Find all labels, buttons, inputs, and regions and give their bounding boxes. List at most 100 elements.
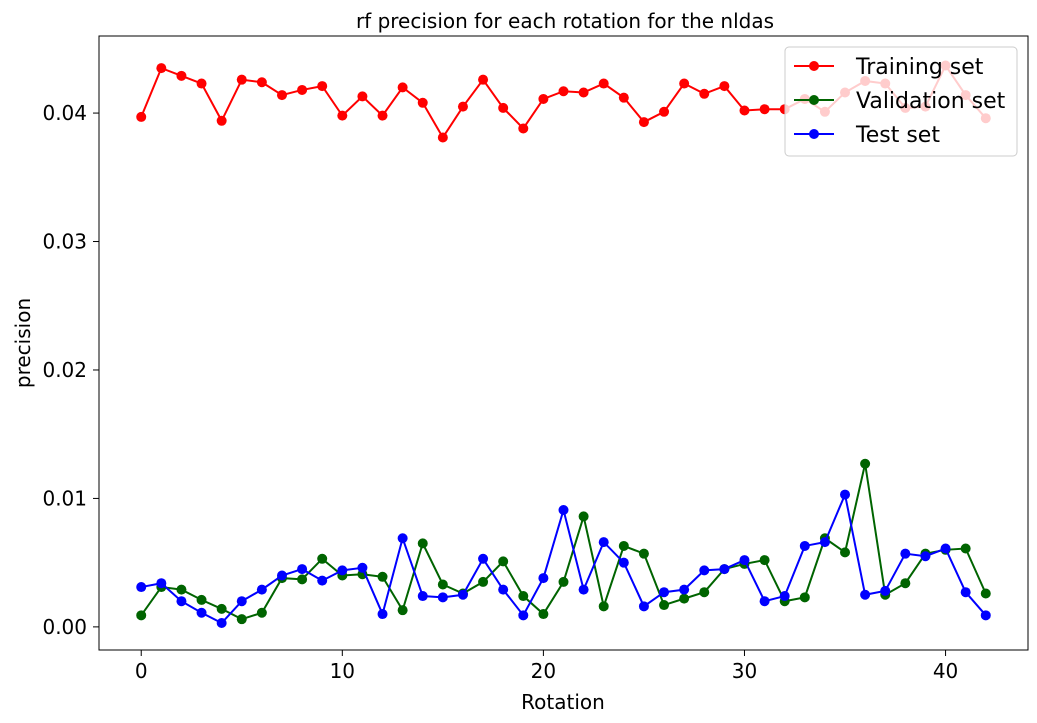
y-axis-ticks: 0.00 0.01 0.02 0.03 0.04 bbox=[42, 101, 99, 639]
test-set-point bbox=[940, 543, 951, 554]
test-set-point bbox=[860, 589, 871, 600]
x-axis-ticks: 0 10 20 30 40 bbox=[135, 650, 958, 683]
training-set-point bbox=[739, 105, 750, 116]
test-set-point bbox=[297, 564, 308, 575]
test-set-point bbox=[779, 591, 790, 602]
validation-set-point bbox=[518, 591, 529, 602]
validation-set-point bbox=[558, 576, 569, 587]
x-tick-label: 30 bbox=[732, 659, 757, 683]
test-set-point bbox=[719, 564, 730, 575]
test-set-point bbox=[216, 618, 227, 629]
y-tick-label: 0.02 bbox=[42, 358, 87, 382]
training-set-point bbox=[297, 84, 308, 95]
test-set-point bbox=[679, 584, 690, 595]
test-set-point bbox=[276, 570, 287, 581]
training-set-point bbox=[759, 104, 770, 115]
test-set-point bbox=[659, 587, 670, 598]
test-set-point bbox=[960, 587, 971, 598]
test-set-point bbox=[578, 584, 589, 595]
training-set-point bbox=[136, 111, 147, 122]
training-set-point bbox=[337, 110, 348, 121]
validation-set-point bbox=[297, 574, 308, 585]
validation-set-point bbox=[759, 555, 770, 566]
validation-set-point bbox=[598, 601, 609, 612]
validation-set-point bbox=[478, 576, 489, 587]
training-set-point bbox=[437, 132, 448, 143]
training-set-point bbox=[578, 87, 589, 98]
validation-set-point bbox=[256, 607, 267, 618]
test-set-point bbox=[840, 489, 851, 500]
training-set-point bbox=[518, 123, 529, 134]
validation-set-line bbox=[140, 463, 987, 621]
training-set-point bbox=[357, 91, 368, 102]
validation-set-point bbox=[618, 540, 629, 551]
training-set-point bbox=[538, 93, 549, 104]
training-set-point bbox=[699, 88, 710, 99]
plot-frame bbox=[98, 35, 1029, 651]
legend-box bbox=[784, 46, 1018, 157]
test-set-point bbox=[357, 562, 368, 573]
test-set-point bbox=[337, 565, 348, 576]
test-set-point bbox=[196, 607, 207, 618]
validation-set-point bbox=[417, 538, 428, 549]
test-set-point bbox=[739, 555, 750, 566]
y-tick-label: 0.04 bbox=[42, 101, 87, 125]
test-set-point bbox=[377, 609, 388, 620]
validation-set-point bbox=[679, 593, 690, 604]
validation-set-point bbox=[799, 592, 810, 603]
y-axis-label: precision bbox=[11, 298, 35, 388]
test-set-point bbox=[518, 610, 529, 621]
chart-title: rf precision for each rotation for the n… bbox=[356, 9, 774, 33]
training-set-point bbox=[719, 81, 730, 92]
x-tick-label: 10 bbox=[330, 659, 355, 683]
test-set-point bbox=[176, 596, 187, 607]
test-set-point bbox=[880, 585, 891, 596]
legend-marker-validation-set bbox=[809, 95, 819, 105]
training-set-point bbox=[377, 110, 388, 121]
test-set-point bbox=[317, 575, 328, 586]
y-tick-label: 0.01 bbox=[42, 486, 87, 510]
validation-set-point bbox=[578, 511, 589, 522]
test-set-point bbox=[256, 584, 267, 595]
legend-label-validation-set: Validation set bbox=[856, 89, 1006, 114]
validation-set-point bbox=[437, 579, 448, 590]
test-set-point bbox=[457, 589, 468, 600]
test-set-point bbox=[920, 551, 931, 562]
test-set-point bbox=[136, 582, 147, 593]
test-set-point bbox=[900, 548, 911, 559]
x-axis-label: Rotation bbox=[521, 690, 605, 714]
test-set-point bbox=[799, 540, 810, 551]
training-set-point bbox=[498, 102, 509, 113]
validation-set-point bbox=[377, 571, 388, 582]
training-set-point bbox=[618, 92, 629, 103]
test-set-point bbox=[638, 601, 649, 612]
test-set-point bbox=[498, 584, 509, 595]
validation-set-point bbox=[638, 548, 649, 559]
validation-set-point bbox=[960, 543, 971, 554]
test-set-point bbox=[558, 504, 569, 515]
test-set-point bbox=[417, 591, 428, 602]
training-set-point bbox=[256, 77, 267, 88]
test-set-point bbox=[759, 596, 770, 607]
training-set-point bbox=[397, 82, 408, 93]
training-set-point bbox=[216, 115, 227, 126]
validation-set-point bbox=[659, 600, 670, 611]
validation-set-point bbox=[397, 605, 408, 616]
test-set-point bbox=[699, 565, 710, 576]
legend-marker-training-set bbox=[809, 61, 819, 71]
validation-set-point bbox=[236, 614, 247, 625]
test-set-point bbox=[819, 537, 830, 548]
y-tick-label: 0.00 bbox=[42, 615, 87, 639]
training-set-point bbox=[417, 97, 428, 108]
training-set-point bbox=[659, 106, 670, 117]
legend: Training set Validation set Test set bbox=[784, 46, 1018, 157]
test-set-point bbox=[236, 596, 247, 607]
training-set-point bbox=[176, 70, 187, 81]
y-tick-label: 0.03 bbox=[42, 230, 87, 254]
validation-set-point bbox=[840, 547, 851, 558]
x-tick-label: 0 bbox=[135, 659, 148, 683]
validation-set-point bbox=[317, 553, 328, 564]
test-set-point bbox=[437, 592, 448, 603]
validation-set-point bbox=[498, 556, 509, 567]
